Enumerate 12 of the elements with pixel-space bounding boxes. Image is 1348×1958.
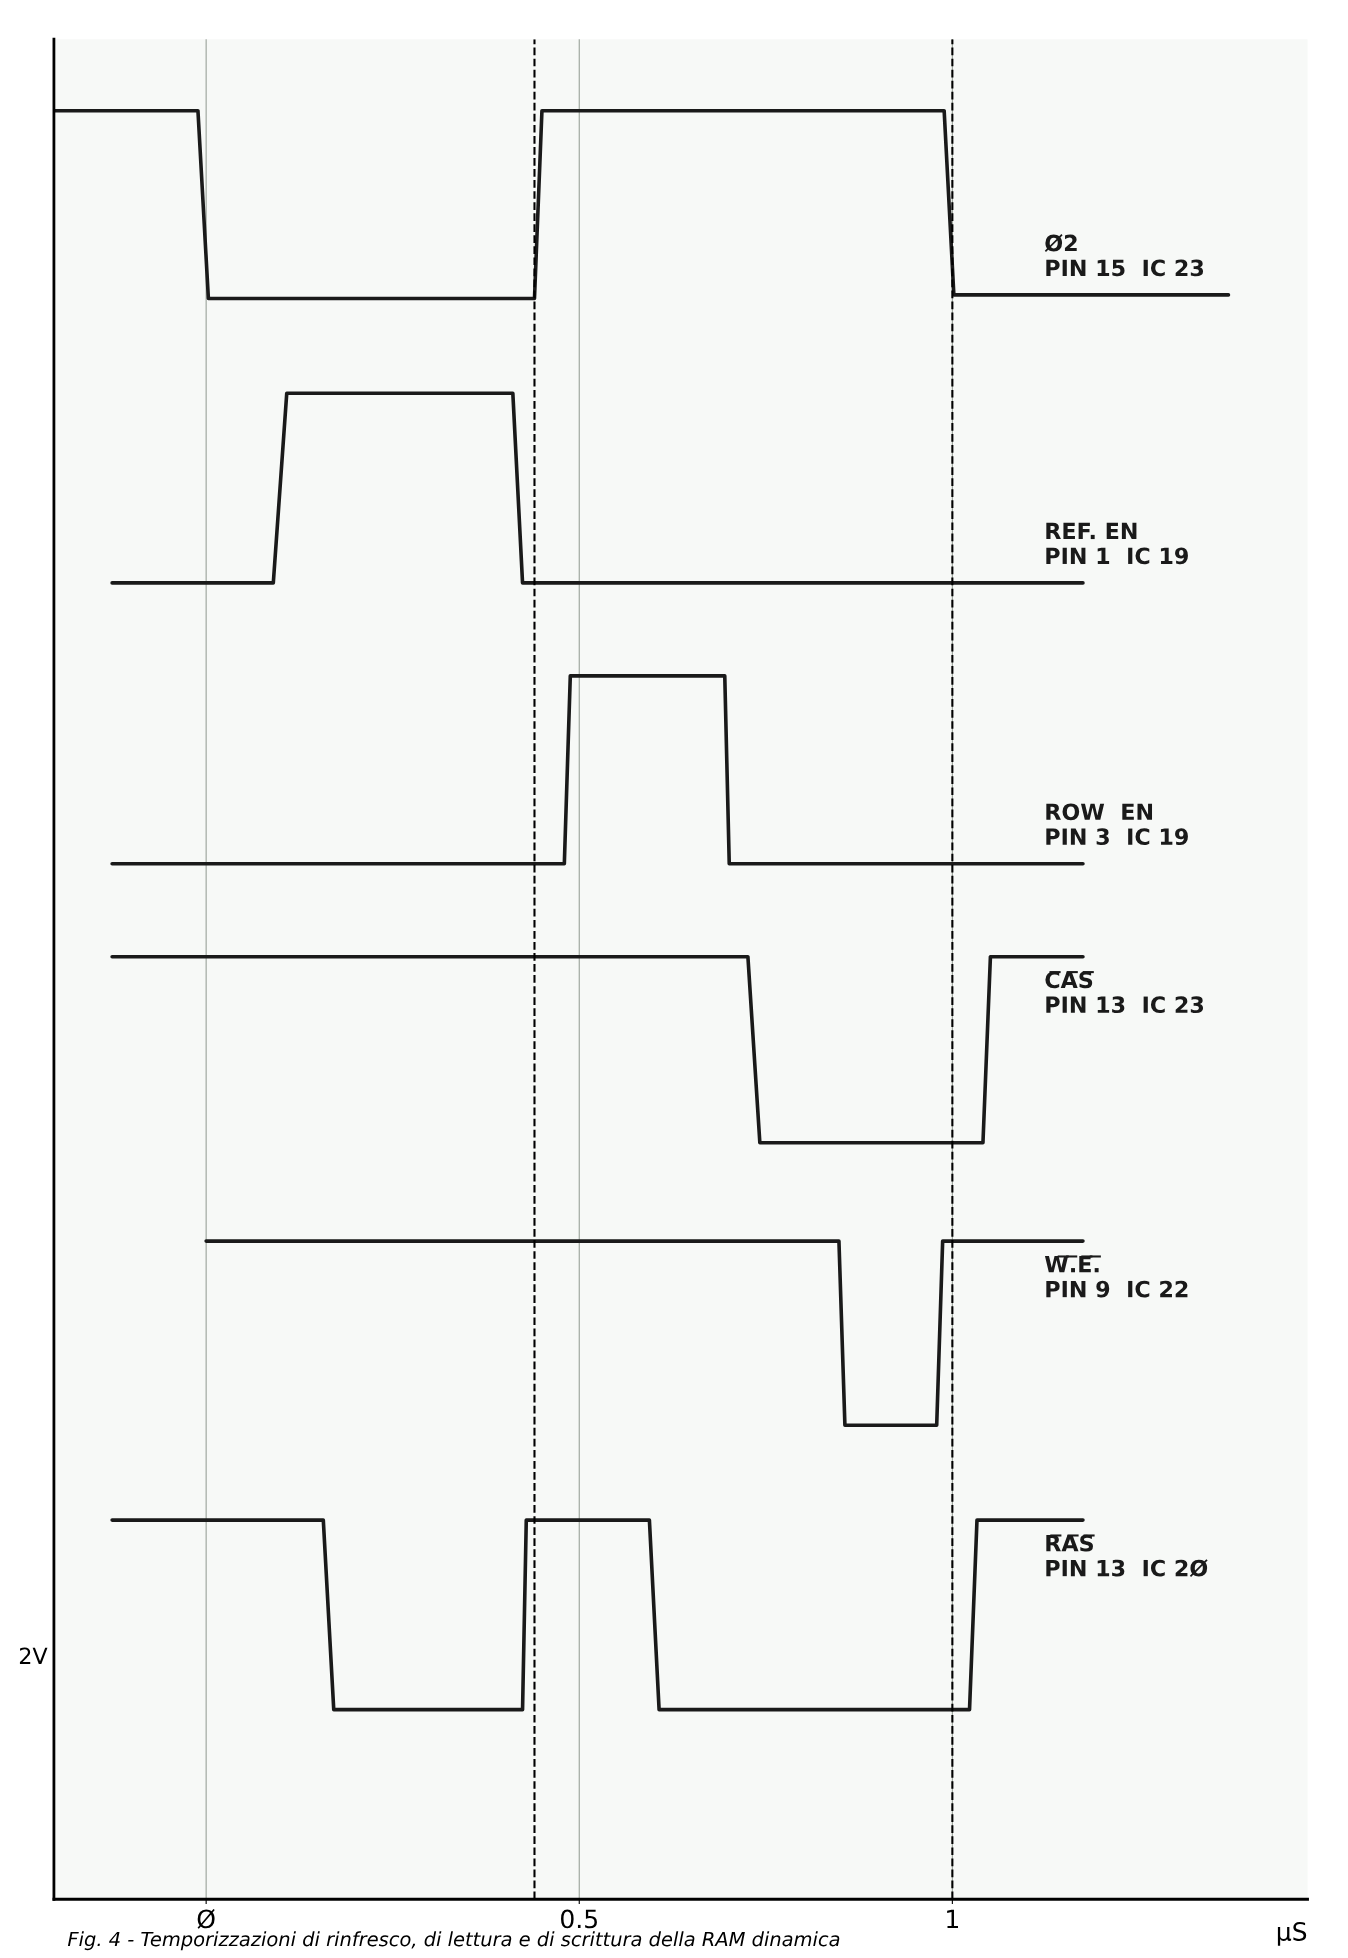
x-axis-title: µS [1277,1922,1307,1946]
x-tick-label: 1 [947,1909,959,1928]
x-tick-label: 0.5 [561,1909,597,1929]
series-label: C̅A̅S̅ PIN 13 IC 23 [1045,971,1204,1014]
series-label: W̅.̅E̅.̅ PIN 9 IC 22 [1044,1255,1188,1298]
x-tick-label: Ø [197,1908,215,1929]
series-label: REF. EN PIN 1 IC 19 [1046,522,1188,565]
series-label: Ø2 PIN 15 IC 23 [1044,234,1204,277]
series-label: ROW EN PIN 3 IC 19 [1046,803,1188,846]
series-label: R̅A̅S̅ PIN 13 IC 2Ø [1046,1534,1208,1577]
caption: Fig. 4 - Temporizzazioni di rinfresco, di lettura e di scrittura della RAM dinamica [67,1931,840,1951]
text: 2V [19,1647,48,1664]
